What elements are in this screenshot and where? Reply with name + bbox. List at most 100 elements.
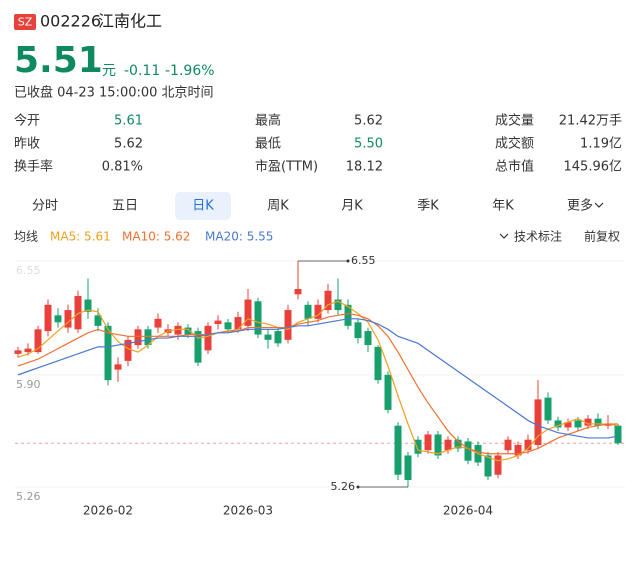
tab[interactable]: 五日	[112, 199, 138, 214]
candle-body	[504, 439, 512, 451]
stat-value: 5.62	[114, 137, 143, 152]
tab[interactable]: 年K	[492, 199, 514, 214]
candle-body	[214, 320, 222, 325]
stat-value: 0.81%	[102, 160, 143, 175]
stat-value: 18.12	[346, 160, 383, 175]
legend-entry: MA20: 5.55	[205, 230, 273, 244]
candle-body	[84, 299, 92, 312]
y-tick-label: 6.55	[16, 264, 41, 277]
legend-title: 均线	[14, 230, 38, 244]
candle-body	[264, 334, 272, 340]
y-tick-label: 5.26	[16, 490, 41, 503]
stock-code: 002226	[40, 12, 101, 31]
candle-body	[594, 418, 602, 426]
stat-value: 145.96亿	[564, 160, 623, 175]
candle-body	[144, 329, 152, 346]
stat-label: 成交额	[495, 136, 534, 152]
candle-body	[434, 434, 442, 456]
stat-label: 今开	[14, 113, 40, 129]
candle-body	[514, 444, 522, 456]
toolbar-item[interactable]: 技术标注	[514, 229, 562, 244]
candle-body	[424, 434, 432, 451]
candle-body	[364, 331, 372, 346]
candle-body	[344, 304, 352, 326]
candle-body	[74, 296, 82, 330]
legend-entry: MA10: 5.62	[122, 230, 190, 244]
stat-value: 5.62	[354, 114, 383, 129]
candle-body	[544, 397, 552, 421]
stat-label: 成交量	[495, 113, 534, 129]
candle-body	[404, 455, 412, 480]
x-tick-label: 2026-04	[443, 504, 493, 518]
candle-body	[524, 439, 532, 451]
candle-body	[584, 418, 592, 426]
more-arrow	[594, 202, 604, 208]
x-tick-label: 2026-02	[83, 504, 133, 518]
candle-body	[564, 422, 572, 428]
tab[interactable]: 月K	[341, 199, 363, 214]
toolbar-item[interactable]: 前复权	[584, 229, 620, 244]
x-tick-label: 2026-03	[223, 504, 273, 518]
candle-body	[224, 322, 232, 330]
stat-value: 1.19亿	[580, 137, 622, 152]
stat-label: 换手率	[14, 159, 53, 175]
candle-body	[554, 420, 562, 428]
candle-body	[614, 425, 622, 444]
tab[interactable]: 更多	[567, 198, 593, 214]
candle-body	[254, 301, 262, 335]
tab[interactable]: 日K	[192, 199, 214, 214]
stat-value: 5.61	[114, 114, 143, 129]
candle-body	[24, 348, 32, 353]
stat-label: 昨收	[14, 137, 40, 152]
price: 5.51	[14, 40, 103, 81]
legend-entry: MA5: 5.61	[50, 230, 111, 244]
tab[interactable]: 季K	[417, 199, 439, 214]
status: 已收盘 04-23 15:00:00 北京时间	[14, 85, 214, 101]
candle-body	[104, 325, 112, 381]
candle-body	[384, 374, 392, 410]
candle-body	[204, 325, 212, 351]
candle-body	[354, 322, 362, 339]
candle-body	[174, 325, 182, 335]
tab[interactable]: 分时	[32, 199, 58, 214]
annotation-label: 6.55	[351, 254, 376, 267]
ma-line	[17, 300, 619, 462]
tab-active-bg	[175, 192, 231, 220]
stat-value: 5.50	[354, 137, 383, 152]
candle-body	[444, 439, 452, 451]
candle-body	[284, 310, 292, 340]
candle-body	[394, 425, 402, 475]
candle-body	[34, 329, 42, 353]
market: SZ	[18, 16, 33, 29]
tab[interactable]: 周K	[267, 199, 289, 214]
annotation-dot	[346, 259, 350, 263]
candle-body	[324, 290, 332, 311]
candle-body	[604, 423, 612, 426]
candle-body	[44, 304, 52, 332]
candle-body	[464, 441, 472, 461]
candle-body	[94, 315, 102, 326]
market-badge	[14, 14, 36, 30]
candle-body	[64, 310, 72, 328]
candle-body	[54, 315, 62, 323]
candle-body	[114, 364, 122, 370]
toolbar-icon	[499, 233, 509, 239]
candle-body	[234, 317, 242, 330]
y-tick-label: 5.90	[16, 378, 41, 391]
stat-label: 最高	[255, 113, 281, 129]
candle-body	[534, 399, 542, 445]
candle-body	[454, 439, 462, 449]
stat-value: 21.42万手	[559, 114, 622, 129]
candle-body	[294, 289, 302, 295]
candle-body	[414, 439, 422, 454]
candle-body	[494, 455, 502, 475]
candle-body	[314, 304, 322, 319]
stock-name: 江南化工	[98, 12, 162, 31]
stat-label: 总市值	[495, 159, 534, 175]
annotation-dot	[356, 485, 360, 489]
ma-line	[17, 312, 618, 455]
candle-body	[134, 329, 142, 346]
candle-body	[574, 420, 582, 428]
